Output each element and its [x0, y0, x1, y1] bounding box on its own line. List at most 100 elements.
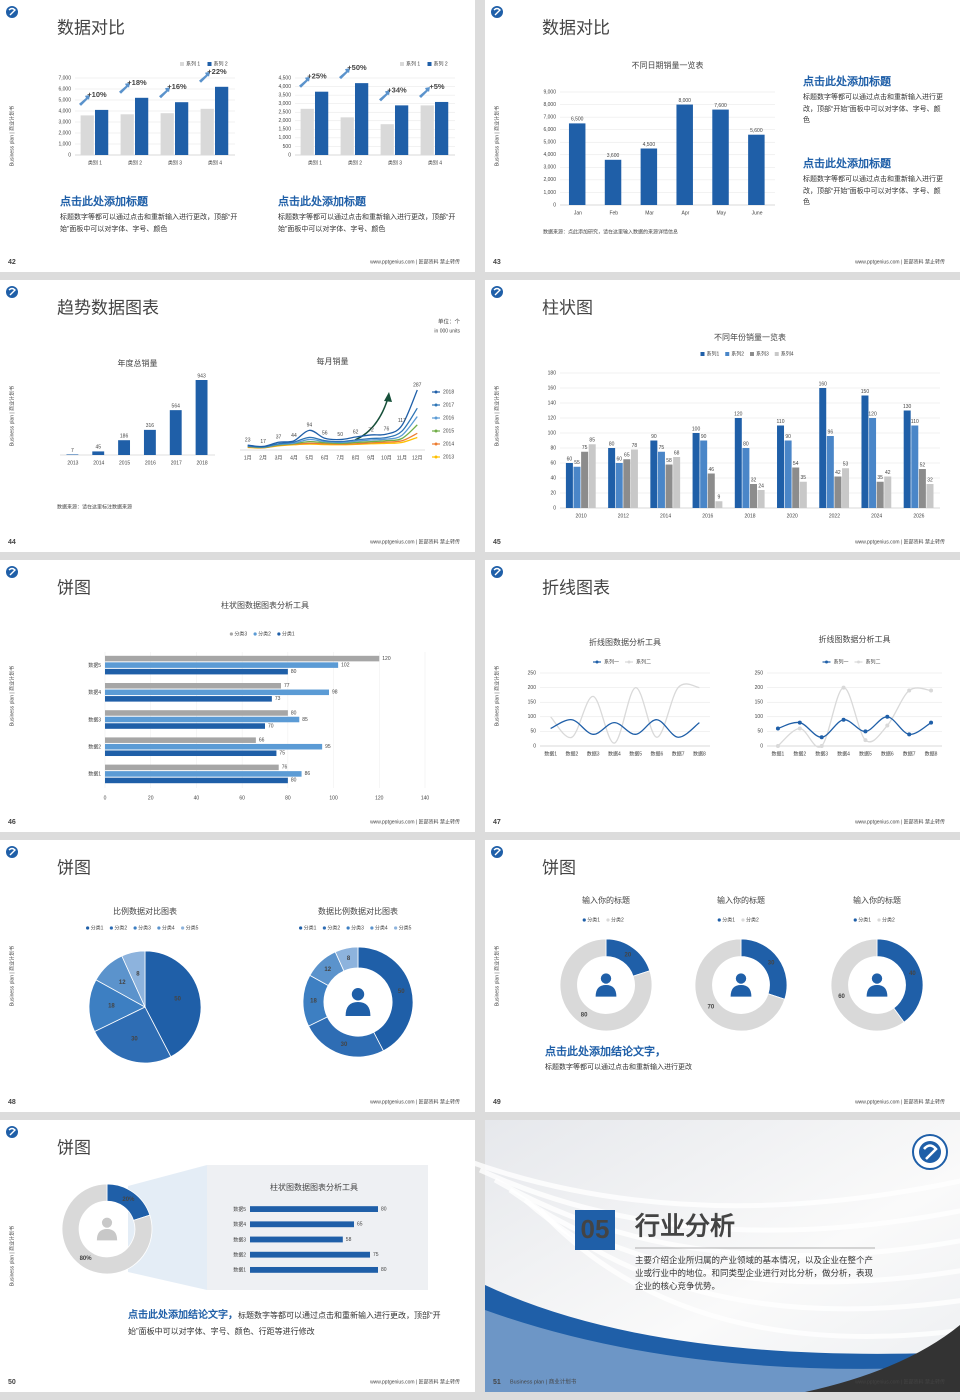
- swoosh: [523, 1198, 960, 1312]
- value-label: 46: [708, 467, 714, 473]
- bar: [676, 104, 693, 205]
- x-tick-label: 2018: [197, 460, 208, 466]
- legend-swatch: [157, 926, 161, 930]
- annotation: +16%: [167, 82, 187, 91]
- logo: [8, 287, 16, 296]
- unit-en: in 000 units: [434, 328, 460, 334]
- annotation: +34%: [387, 85, 407, 94]
- bar: [869, 418, 877, 508]
- value-label: 52: [920, 462, 926, 468]
- bar: [105, 777, 288, 784]
- bar: [640, 148, 658, 205]
- value-label: 56: [322, 431, 328, 437]
- slide-title: 饼图: [57, 1138, 91, 1157]
- legend-swatch: [207, 62, 212, 66]
- footer: www.pptgenius.com | 匠部资料 禁止转传: [370, 1378, 460, 1385]
- annotation: +25%: [307, 72, 327, 81]
- y-tick-label: 140: [548, 400, 557, 406]
- x-tick-label: 0: [104, 795, 107, 801]
- point: [929, 720, 934, 725]
- bar: [777, 425, 785, 508]
- side-text: Business plan | 商业计划书: [8, 666, 15, 726]
- x-tick-label: Apr: [682, 210, 690, 216]
- value-label: 65: [624, 453, 630, 459]
- legend-swatch: [434, 442, 438, 446]
- value-label: 80: [291, 778, 297, 784]
- x-tick-label: 数据2: [565, 750, 578, 757]
- bar: [750, 484, 757, 508]
- x-tick-label: 数据3: [587, 750, 600, 757]
- value-label: 68: [674, 450, 680, 456]
- icon: [600, 973, 612, 984]
- arrow-icon: [199, 71, 210, 83]
- slide-bg: [485, 280, 960, 552]
- value-label: 50: [174, 997, 181, 1003]
- legend-swatch: [750, 352, 754, 356]
- value-label: 8: [347, 956, 351, 962]
- value-label: 94: [307, 423, 313, 429]
- value-label: 12: [119, 980, 126, 986]
- x-tick-label: 2014: [93, 460, 104, 466]
- bar: [105, 764, 279, 771]
- bar: [581, 451, 589, 508]
- icon: [866, 985, 888, 997]
- y-tick-label: 7,000: [58, 75, 71, 81]
- legend-label: 系列 1: [186, 60, 200, 67]
- value-label: 120: [382, 656, 391, 662]
- legend-label: 分类1: [282, 630, 295, 637]
- x-tick-label: 类别 1: [308, 159, 322, 166]
- legend-label: 系列4: [781, 350, 794, 357]
- bar: [757, 490, 765, 508]
- legend-swatch: [825, 660, 828, 664]
- slice: [94, 1006, 172, 1064]
- bar: [105, 716, 300, 723]
- annotation: +50%: [347, 63, 367, 72]
- x-tick-label: 2014: [660, 513, 671, 519]
- legend-label: 分类2: [327, 924, 340, 931]
- legend-swatch: [133, 926, 137, 930]
- value-label: 90: [785, 434, 791, 440]
- source: 数据来源：点此添加研究，请在这里输入数据的来源详情信息: [543, 228, 678, 235]
- y-tick-label: 0: [68, 152, 71, 158]
- bar: [420, 105, 434, 155]
- point: [819, 744, 824, 748]
- value-label: 75: [373, 1252, 379, 1258]
- value-label: 6,500: [571, 117, 584, 123]
- footer: www.pptgenius.com | 匠部资料 禁止转传: [855, 1098, 945, 1105]
- value-label: 18: [108, 1004, 115, 1010]
- point: [907, 732, 912, 737]
- x-tick-label: May: [717, 210, 727, 216]
- footer: www.pptgenius.com | 匠部资料 禁止转传: [855, 818, 945, 825]
- page-number: 47: [493, 819, 501, 826]
- legend-label: 分类1: [304, 924, 317, 931]
- slide: 折线图表 Business plan | 商业计划书 47 www.pptgenius…: [485, 560, 960, 832]
- bar: [673, 457, 681, 508]
- legend-swatch: [229, 632, 233, 636]
- value-label: 32: [927, 477, 933, 483]
- point: [863, 729, 868, 734]
- slide-title: 饼图: [542, 858, 576, 877]
- bar: [143, 429, 156, 455]
- x-tick-label: 2月: [259, 455, 267, 461]
- point: [797, 720, 802, 725]
- value-label: 9: [717, 495, 720, 501]
- point: [841, 685, 846, 690]
- legend-label: 系列一: [604, 658, 619, 665]
- bar: [92, 451, 105, 455]
- y-tick-label: 2,000: [58, 130, 71, 136]
- section-number: 05: [581, 1214, 610, 1244]
- bar: [300, 108, 314, 155]
- legend-label: 系列 2: [434, 60, 448, 67]
- legend-label: 2016: [443, 415, 454, 421]
- legend-swatch: [394, 926, 398, 930]
- value-label: 287: [413, 382, 422, 388]
- y-tick-label: 150: [528, 700, 537, 706]
- legend-label: 分类1: [722, 916, 735, 923]
- y-tick-label: 6,000: [58, 86, 71, 92]
- slide: 饼图 Business plan | 商业计划书 50 www.pptgenius.c…: [0, 1120, 475, 1392]
- value-label: 80: [581, 1013, 588, 1019]
- slide-title: 趋势数据图表: [57, 298, 159, 317]
- bar: [565, 463, 573, 508]
- logo: [493, 7, 501, 16]
